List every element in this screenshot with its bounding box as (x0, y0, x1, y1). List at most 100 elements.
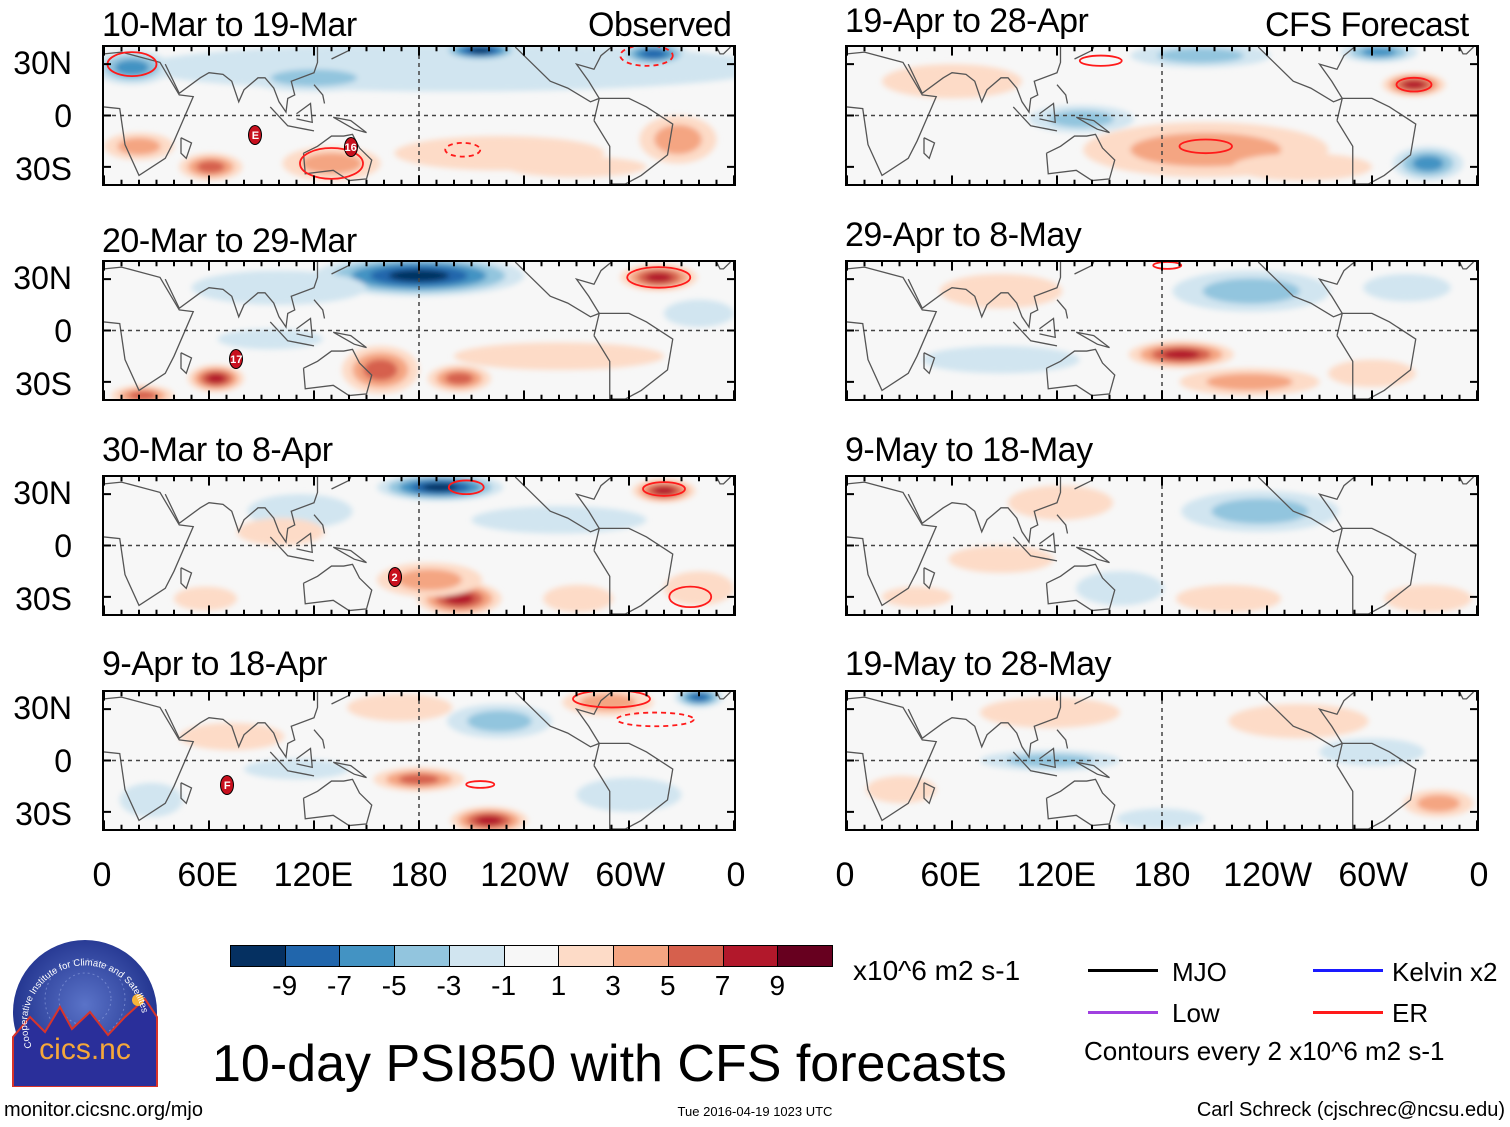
er-contour (449, 480, 484, 494)
x-tick-label: 120W (1223, 856, 1313, 894)
anomaly-shading (363, 359, 398, 381)
anomaly-shading (1130, 132, 1282, 167)
coastline (1040, 104, 1056, 123)
coastline (332, 692, 351, 704)
coastline (594, 528, 673, 614)
shaded-anomalies (882, 485, 1472, 613)
x-tick-label: 60W (1338, 856, 1409, 894)
coastline (924, 783, 935, 804)
colorbar-swatch (503, 945, 560, 967)
coastline (297, 104, 313, 123)
anomaly-shading (206, 373, 226, 384)
anomaly-shading (174, 586, 237, 611)
er-contour (617, 713, 694, 727)
coastline (515, 262, 611, 317)
x-tick-label: 60E (177, 856, 238, 894)
anomaly-shading (347, 693, 453, 722)
anomaly-shading (244, 758, 349, 780)
er-contour (643, 482, 685, 496)
anomaly-shading (1228, 703, 1369, 739)
panel-title: 10-Mar to 19-Mar (102, 6, 357, 44)
shaded-anomalies (111, 262, 734, 399)
colorbar-swatch (230, 945, 286, 967)
anomaly-shading (397, 569, 462, 591)
colorbar-swatch (558, 945, 615, 967)
coastline (924, 353, 935, 374)
coastline (1460, 262, 1474, 269)
x-tick-label: 0 (92, 856, 112, 894)
x-tick-label: 120E (273, 856, 354, 894)
panel-title: 20-Mar to 29-Mar (102, 222, 357, 260)
logo-name: cics.nc (39, 1033, 131, 1066)
colorbar-swatch (722, 945, 779, 967)
anomaly-map (104, 692, 734, 829)
coastline (270, 322, 314, 346)
colorbar-label: 9 (769, 970, 786, 1001)
map-panel: 2 (102, 475, 736, 616)
colorbar-label: 3 (605, 970, 621, 1001)
coastline (314, 300, 325, 319)
coastline (1337, 313, 1416, 399)
anomaly-shading (1206, 373, 1293, 391)
x-tick-label: 120W (480, 856, 570, 894)
x-tick-label: 0 (1469, 856, 1489, 894)
coastline (1057, 515, 1068, 534)
anomaly-shading (128, 391, 157, 399)
anomaly-shading (471, 506, 647, 534)
anomaly-shading (882, 64, 1022, 99)
storm-marker: 17 (229, 348, 244, 369)
coastline (314, 85, 325, 104)
x-tick-label: 0 (726, 856, 746, 894)
panel-title: 29-Apr to 8-May (845, 216, 1082, 254)
anomaly-shading (422, 483, 458, 492)
coastline (515, 477, 611, 532)
er-contour (445, 143, 480, 157)
coastline (847, 267, 936, 390)
y-tick-label: 30N (13, 45, 72, 81)
figure-title: 10-day PSI850 with CFS forecasts (212, 1035, 1007, 1093)
er-contour (1397, 78, 1432, 92)
colorbar-swatch (777, 945, 833, 967)
anomaly-map (104, 262, 734, 399)
panel-title: 19-Apr to 28-Apr (845, 2, 1089, 40)
coastline (333, 762, 366, 777)
coastline (515, 47, 611, 102)
coastline (1258, 692, 1354, 747)
anomaly-shading (1412, 155, 1444, 172)
panel-title: 19-May to 28-May (845, 645, 1112, 683)
coastline (1040, 534, 1056, 553)
anomaly-map (104, 47, 734, 184)
y-tick-label: 30N (13, 475, 72, 511)
colorbar-label: 5 (660, 970, 676, 1001)
coastline (1013, 322, 1057, 346)
coastline (297, 534, 313, 553)
coastline (717, 47, 731, 54)
coastline (297, 749, 313, 768)
anomaly-shading (454, 342, 664, 370)
coastline (1076, 762, 1109, 777)
x-tick-label: 60E (920, 856, 981, 894)
footer-url[interactable]: monitor.cicsnc.org/mjo (4, 1099, 203, 1121)
x-tick-label: 180 (390, 856, 448, 894)
anomaly-shading (1157, 48, 1244, 63)
er-contour (1180, 139, 1233, 153)
observed-label: Observed (588, 6, 732, 44)
footer-author: Carl Schreck (cjschrec@ncsu.edu) (1196, 1099, 1505, 1121)
coastline (908, 47, 1060, 112)
colorbar-label: -7 (327, 970, 352, 1001)
map-panel (845, 475, 1479, 616)
y-tick-label: 30S (15, 796, 72, 832)
legend-er: ER (1392, 998, 1429, 1028)
colorbar-label: -9 (272, 970, 298, 1001)
coastline (304, 134, 372, 180)
y-tick-label: 0 (54, 98, 72, 134)
coastline (515, 692, 611, 747)
y-tick-label: 0 (54, 313, 72, 349)
legend-mjo: MJO (1172, 957, 1227, 987)
coastline (104, 482, 193, 605)
anomaly-shading (1162, 349, 1200, 360)
coastline (165, 477, 317, 542)
anomaly-shading (389, 269, 449, 282)
er-line-swatch (1313, 1011, 1383, 1014)
shaded-anomalies (104, 47, 734, 181)
